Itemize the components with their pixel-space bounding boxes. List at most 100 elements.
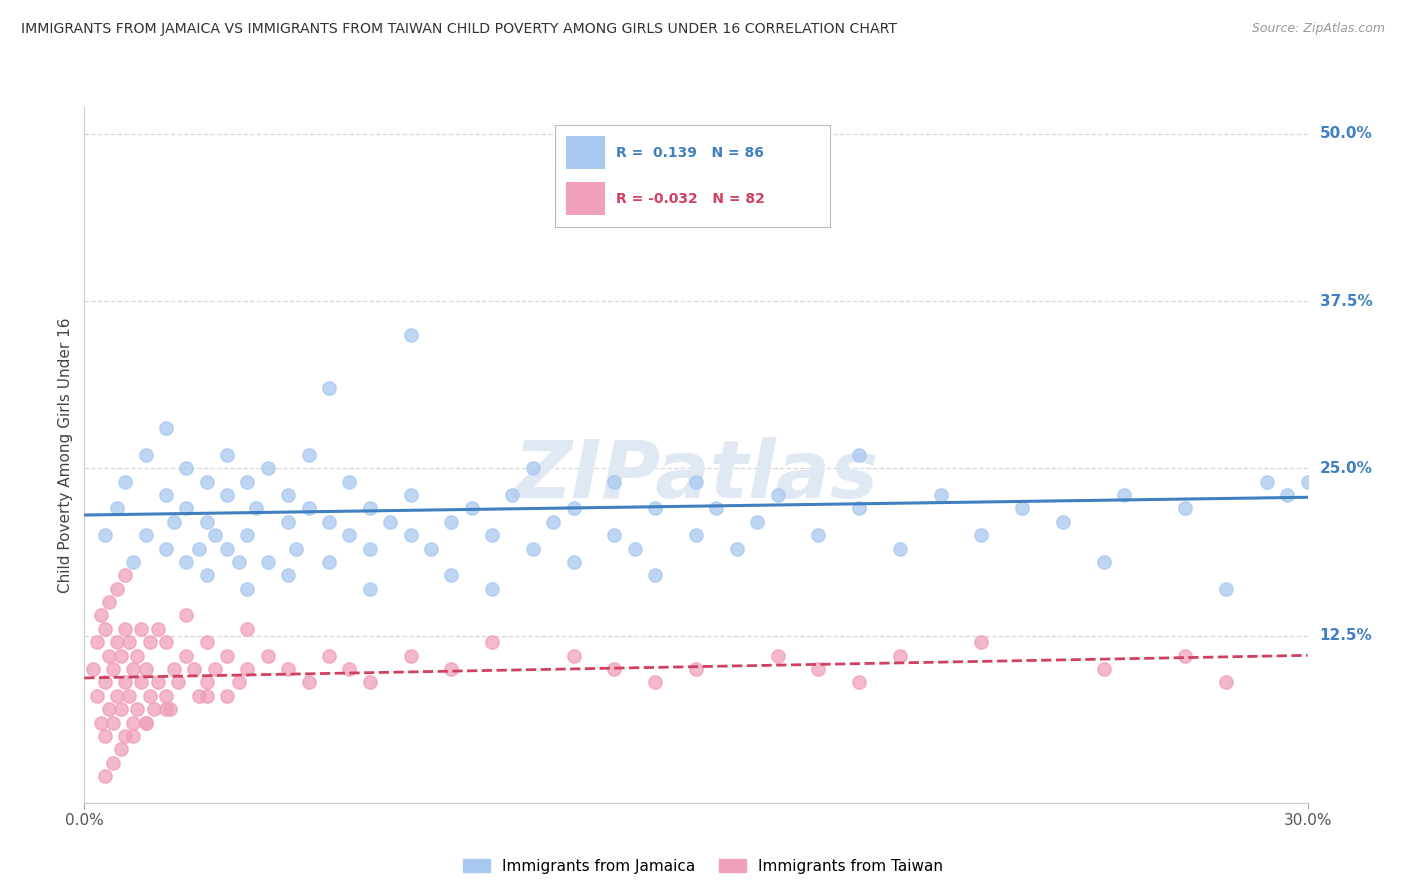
Point xyxy=(114,675,136,690)
Point xyxy=(339,475,360,489)
Point xyxy=(97,702,120,716)
Point xyxy=(543,515,565,529)
Point xyxy=(217,541,239,556)
Point xyxy=(440,515,463,529)
Point xyxy=(644,568,666,582)
Point xyxy=(236,622,259,636)
Point xyxy=(135,662,157,676)
Point xyxy=(603,662,626,676)
Point xyxy=(1052,515,1074,529)
Point xyxy=(359,541,381,556)
Point xyxy=(90,608,112,623)
Point xyxy=(135,528,157,542)
Point xyxy=(174,608,197,623)
Point xyxy=(159,702,181,716)
Point xyxy=(481,582,503,596)
Point xyxy=(461,501,484,516)
Point xyxy=(110,742,132,756)
Point xyxy=(146,622,169,636)
Point xyxy=(110,648,132,663)
Point xyxy=(93,729,115,743)
Point xyxy=(245,501,267,516)
Point xyxy=(90,715,112,730)
Point xyxy=(298,501,321,516)
Text: IMMIGRANTS FROM JAMAICA VS IMMIGRANTS FROM TAIWAN CHILD POVERTY AMONG GIRLS UNDE: IMMIGRANTS FROM JAMAICA VS IMMIGRANTS FR… xyxy=(21,22,897,37)
Point xyxy=(685,528,707,542)
Point xyxy=(522,461,544,475)
Point xyxy=(105,582,128,596)
Point xyxy=(236,582,259,596)
Point xyxy=(1215,582,1237,596)
Point xyxy=(1174,648,1197,663)
Point xyxy=(195,475,218,489)
Point xyxy=(359,675,381,690)
Point xyxy=(155,421,177,435)
Point xyxy=(105,689,128,703)
Point xyxy=(236,662,259,676)
FancyBboxPatch shape xyxy=(567,136,605,169)
Point xyxy=(970,635,993,649)
Point xyxy=(481,528,503,542)
Point xyxy=(131,675,153,690)
Point xyxy=(105,501,128,516)
Point xyxy=(93,528,115,542)
Point xyxy=(277,662,299,676)
Point xyxy=(285,541,308,556)
Point xyxy=(93,622,115,636)
Point xyxy=(217,689,239,703)
Point xyxy=(399,488,422,502)
Point xyxy=(747,515,769,529)
Point xyxy=(228,675,250,690)
Point xyxy=(204,528,226,542)
Point xyxy=(848,501,870,516)
Point xyxy=(122,555,145,569)
Point xyxy=(131,622,153,636)
Point xyxy=(228,555,250,569)
Point xyxy=(127,702,149,716)
Point xyxy=(848,448,870,462)
Point xyxy=(101,662,124,676)
Point xyxy=(86,635,108,649)
Point xyxy=(1114,488,1136,502)
Point xyxy=(257,461,280,475)
Point xyxy=(122,729,145,743)
Point xyxy=(970,528,993,542)
Point xyxy=(624,541,647,556)
Text: Source: ZipAtlas.com: Source: ZipAtlas.com xyxy=(1251,22,1385,36)
Point xyxy=(685,475,707,489)
Point xyxy=(277,488,299,502)
Point xyxy=(195,689,218,703)
Point xyxy=(174,461,197,475)
Point xyxy=(277,515,299,529)
Point xyxy=(142,702,165,716)
Point xyxy=(138,635,160,649)
Point xyxy=(1296,475,1319,489)
Point xyxy=(399,327,422,342)
Point xyxy=(187,541,209,556)
Point xyxy=(298,448,321,462)
Point xyxy=(97,648,120,663)
Text: 25.0%: 25.0% xyxy=(1320,461,1372,475)
Point xyxy=(562,648,585,663)
Point xyxy=(135,715,157,730)
Point xyxy=(603,528,626,542)
Y-axis label: Child Poverty Among Girls Under 16: Child Poverty Among Girls Under 16 xyxy=(58,318,73,592)
Point xyxy=(155,689,177,703)
Point xyxy=(562,501,585,516)
Point xyxy=(138,689,160,703)
Point xyxy=(155,488,177,502)
Point xyxy=(562,194,585,208)
Point xyxy=(481,635,503,649)
Point xyxy=(236,475,259,489)
Point xyxy=(522,541,544,556)
Point xyxy=(318,555,340,569)
Point xyxy=(174,555,197,569)
Point xyxy=(195,675,218,690)
Point xyxy=(1092,555,1115,569)
Text: 12.5%: 12.5% xyxy=(1320,628,1372,643)
Point xyxy=(236,528,259,542)
Point xyxy=(766,127,789,141)
Point xyxy=(889,541,911,556)
Point xyxy=(114,729,136,743)
Point xyxy=(195,515,218,529)
